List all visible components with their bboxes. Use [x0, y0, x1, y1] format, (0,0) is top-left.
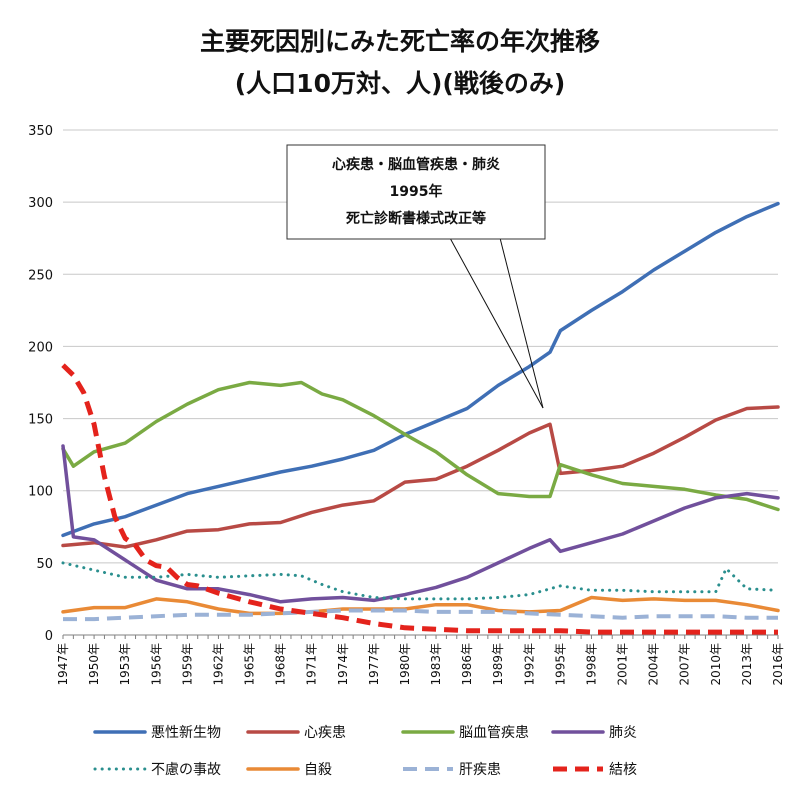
- series-line-7: [61, 363, 778, 635]
- y-tick-label: 0: [45, 629, 53, 644]
- legend-label: 肝疾患: [459, 762, 501, 778]
- x-tick-label: 1983年: [429, 643, 443, 686]
- x-tick-label: 1998年: [584, 643, 598, 686]
- series-line-0: [61, 201, 780, 538]
- series-line-6: [63, 608, 778, 622]
- callout-line-3: 死亡診断書様式改正等: [345, 210, 486, 227]
- x-tick-label: 1950年: [87, 643, 101, 686]
- series-line-5: [61, 595, 780, 616]
- legend-label: 心疾患: [304, 725, 346, 741]
- x-tick-label: 1962年: [211, 643, 225, 686]
- y-tick-label: 350: [28, 124, 53, 139]
- series-line-3: [61, 444, 780, 604]
- legend-label: 脳血管疾患: [459, 725, 529, 741]
- x-tick-label: 2016年: [771, 643, 785, 686]
- annotation-callout: 心疾患・脳血管疾患・肺炎 1995年 死亡診断書様式改正等: [286, 144, 546, 409]
- x-tick-label: 2013年: [740, 643, 754, 686]
- callout-box: [286, 144, 546, 240]
- y-tick-label: 300: [28, 196, 53, 211]
- chart-title: 主要死因別にみた死亡率の年次推移: [200, 27, 600, 56]
- x-tick-label: 1986年: [460, 643, 474, 686]
- legend-label: 肺炎: [609, 725, 637, 741]
- series-line-2: [61, 380, 780, 512]
- x-tick-label: 2010年: [709, 643, 723, 686]
- x-tick-label: 1968年: [274, 643, 288, 686]
- x-tick-label: 1965年: [243, 643, 257, 686]
- x-tick-label: 1974年: [336, 643, 350, 686]
- x-tick-label: 2001年: [616, 643, 630, 686]
- x-tick-label: 1995年: [553, 643, 567, 686]
- x-tick-label: 1956年: [149, 643, 163, 686]
- gridlines: [63, 129, 778, 636]
- series-line-1: [61, 405, 780, 549]
- legend-label: 悪性新生物: [151, 725, 221, 741]
- y-tick-label: 200: [28, 340, 53, 355]
- series-lines: [61, 201, 780, 635]
- y-tick-label: 250: [28, 268, 53, 283]
- y-tick-label: 100: [28, 485, 53, 500]
- chart-subtitle: (人口10万対、人)(戦後のみ): [235, 69, 566, 98]
- x-tick-label: 1980年: [398, 643, 412, 686]
- x-tick-label: 1959年: [180, 643, 194, 686]
- x-tick-label: 1953年: [118, 643, 132, 686]
- legend-label: 自殺: [304, 762, 332, 778]
- x-tick-label: 1989年: [491, 643, 505, 686]
- callout-line-1: 心疾患・脳血管疾患・肺炎: [332, 156, 500, 173]
- x-tick-label: 1977年: [367, 643, 381, 686]
- axes: 0 50 100 150 200 250 300 350 1947年 1950年 1953年 1956…: [28, 124, 785, 686]
- x-tick-label: 2007年: [678, 643, 692, 686]
- y-tick-label: 50: [36, 557, 53, 572]
- series-line-4: [61, 561, 780, 601]
- callout-pointer-left: [449, 237, 544, 409]
- y-tick-label: 150: [28, 413, 53, 428]
- legend-label: 結核: [609, 762, 637, 778]
- callout-line-2: 1995年: [390, 183, 443, 200]
- callout-pointer-right: [499, 237, 544, 409]
- x-tick-label: 1947年: [56, 643, 70, 686]
- legend-label: 不慮の事故: [151, 762, 221, 778]
- x-tick-label: 1971年: [305, 643, 319, 686]
- x-tick-label: 2004年: [647, 643, 661, 686]
- x-tick-label: 1992年: [522, 643, 536, 686]
